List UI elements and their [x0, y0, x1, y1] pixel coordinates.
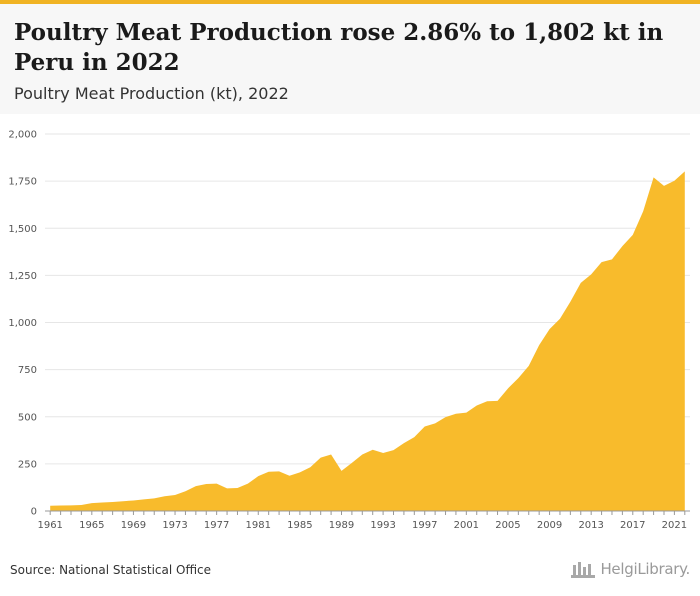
page-title: Poultry Meat Production rose 2.86% to 1,… [14, 19, 664, 76]
library-building-icon [571, 562, 596, 578]
y-tick-label: 500 [18, 412, 37, 423]
accent-bar [0, 0, 700, 4]
area-layer [50, 171, 685, 511]
x-tick-label: 1989 [329, 520, 354, 531]
x-axis [45, 510, 690, 515]
y-tick-label: 1,250 [8, 271, 37, 282]
x-tick-label: 1997 [412, 520, 437, 531]
x-tick-label: 2005 [495, 520, 520, 531]
x-tick-label: 2021 [662, 520, 687, 531]
x-tick-label: 1993 [370, 520, 395, 531]
header: Poultry Meat Production rose 2.86% to 1,… [0, 4, 700, 114]
y-tick-label: 750 [18, 365, 37, 376]
y-tick-label: 2,000 [8, 130, 37, 141]
x-axis-labels: 1961 1965 1969 1973 1977 1981 1985 1989 1993 1997… [37, 520, 687, 531]
page-subtitle: Poultry Meat Production (kt), 2022 [14, 84, 289, 103]
x-tick-label: 1969 [121, 520, 146, 531]
y-tick-label: 250 [18, 459, 37, 470]
source-note: Source: National Statistical Office [10, 563, 212, 577]
x-tick-label: 1985 [287, 520, 312, 531]
x-tick-label: 2009 [537, 520, 562, 531]
x-tick-label: 1981 [246, 520, 271, 531]
x-tick-label: 1961 [37, 520, 62, 531]
x-tick-label: 1977 [204, 520, 229, 531]
x-tick-label: 1965 [79, 520, 104, 531]
area-chart: 0 250 500 750 1,000 1,250 1,500 1,750 2,000 1961… [8, 130, 690, 531]
helgi-library-logo[interactable]: HelgiLibrary. [570, 559, 690, 579]
production-area [50, 171, 685, 511]
x-tick-label: 2013 [578, 520, 603, 531]
y-tick-label: 1,000 [8, 318, 37, 329]
y-tick-label: 1,750 [8, 177, 37, 188]
y-tick-label: 1,500 [8, 224, 37, 235]
x-tick-label: 1973 [162, 520, 187, 531]
logo-text: HelgiLibrary. [600, 560, 690, 578]
y-tick-label: 0 [31, 507, 37, 518]
x-tick-label: 2017 [620, 520, 645, 531]
x-tick-label: 2001 [454, 520, 479, 531]
y-axis-labels: 0 250 500 750 1,000 1,250 1,500 1,750 2,000 [8, 130, 37, 518]
